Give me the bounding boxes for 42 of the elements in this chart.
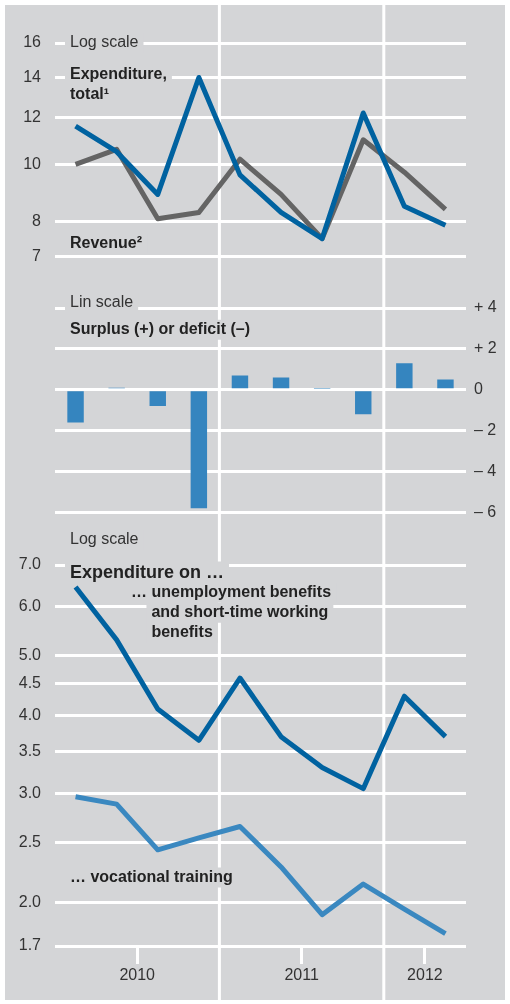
y2-tick-label: – 2 [474, 421, 497, 439]
y2-tick-label: 0 [474, 380, 483, 398]
bar [355, 391, 372, 415]
y-tick-label: 16 [23, 33, 42, 51]
text: Surplus (+) or deficit (–) [70, 320, 251, 338]
y-tick-label: 4.0 [18, 706, 42, 724]
y-tick-label: 4.5 [18, 674, 42, 692]
y2-tick-label: + 2 [474, 339, 497, 357]
bar [149, 391, 166, 407]
bar [396, 363, 413, 389]
y2-tick-label: – 6 [474, 502, 497, 520]
y-tick-label: 2.5 [18, 832, 42, 850]
bar [437, 379, 454, 389]
y-tick-label: 6.0 [18, 596, 42, 614]
y-tick-label: 10 [23, 154, 42, 172]
y-tick-label: 2.0 [18, 892, 42, 910]
y-tick-label: 5.0 [18, 645, 42, 663]
y-tick-label: 3.5 [18, 742, 42, 759]
y-tick-label: 3.0 [18, 783, 42, 801]
y-tick-label: 1.7 [18, 936, 42, 954]
y2-tick-label: – 4 [474, 461, 497, 479]
y-tick-label: 12 [23, 107, 42, 125]
annotation: Log scale [70, 33, 139, 51]
chart-title: Expenditure on … [70, 561, 225, 582]
x-tick-label: 2010 [119, 966, 156, 984]
y-tick-label: 7 [32, 246, 42, 264]
text: Log scale [70, 530, 139, 548]
bar [231, 375, 249, 389]
x-tick-label: 2011 [284, 966, 319, 984]
series-label: Revenue² [70, 234, 143, 251]
y2-tick-label: + 4 [474, 298, 497, 316]
y-tick-label: 7.0 [18, 555, 42, 573]
y-tick-label: 14 [23, 67, 42, 85]
y-tick-label: 8 [32, 212, 42, 230]
annotation: Lin scale [70, 293, 134, 311]
x-tick-label: 2012 [407, 966, 443, 984]
bar [67, 391, 84, 423]
bar [190, 391, 208, 509]
series-label: … unemployment benefits and short-time working benefits [131, 583, 332, 641]
bar [272, 377, 290, 389]
series-label: … vocational training [70, 867, 233, 885]
series-label: Expenditure, total¹ [70, 64, 167, 102]
